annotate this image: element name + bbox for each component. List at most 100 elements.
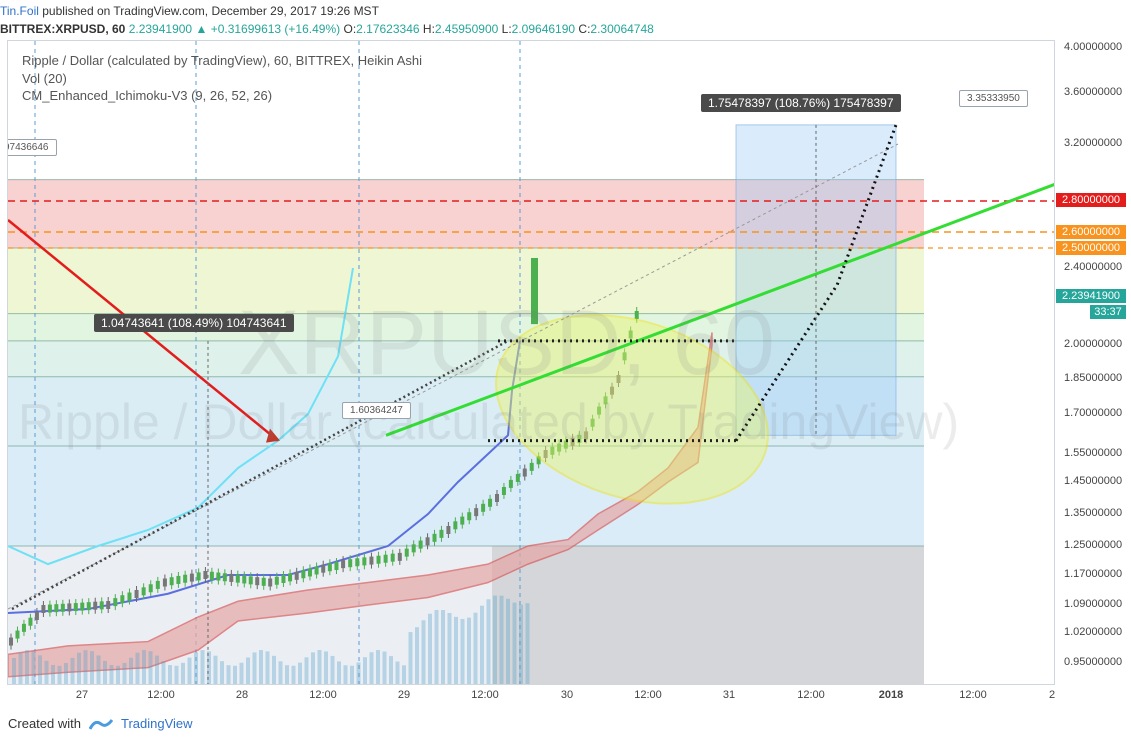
candle-body	[418, 540, 423, 549]
candle-body	[522, 468, 527, 477]
volume-bar	[31, 651, 36, 684]
tradingview-brand-link[interactable]: TradingView	[120, 716, 193, 731]
candle-body	[106, 601, 111, 609]
volume-bar	[350, 665, 354, 684]
fib-zone	[8, 248, 924, 314]
candle-body	[334, 562, 339, 571]
candle-body	[134, 590, 139, 599]
candle-body	[362, 557, 367, 566]
price-note-1[interactable]: 1.60364247	[342, 402, 411, 419]
volume-bar	[168, 665, 172, 684]
time-axis[interactable]: 27 12:00 28 12:00 29 12:00 30 12:00 31 1…	[7, 685, 1055, 707]
price-tick: 2.40000000	[1064, 261, 1123, 273]
price-axis[interactable]: 4.00000000 3.60000000 3.20000000 2.40000…	[1055, 40, 1131, 685]
price-tick: 0.95000000	[1064, 656, 1123, 668]
candle-body	[584, 431, 589, 440]
candle-body	[327, 563, 332, 572]
volume-bar	[155, 655, 159, 684]
candle-body	[495, 494, 499, 502]
volume-bar	[259, 650, 263, 684]
high-label: H:	[422, 22, 435, 36]
volume-bar	[38, 655, 42, 684]
candle-body	[189, 573, 194, 582]
candle-body	[453, 521, 458, 530]
last-price: 2.23941900	[128, 22, 193, 36]
measure-callout-1[interactable]: 1.04743641 (108.49%) 104743641	[94, 314, 294, 332]
projection-box	[735, 124, 897, 436]
candle-body	[628, 330, 633, 339]
candle-body	[577, 434, 582, 443]
volume-bar	[291, 665, 296, 684]
low-value: 2.09646190	[511, 22, 576, 36]
volume-bar	[103, 660, 107, 684]
volume-bar	[252, 652, 257, 684]
candle-body	[209, 571, 214, 580]
price-note-2[interactable]: 3.35333950	[959, 90, 1028, 107]
candle-body	[341, 560, 346, 569]
volume-bar	[207, 651, 211, 684]
created-with-text: Created with	[8, 716, 81, 731]
candle-body	[113, 598, 118, 607]
legend-title: Ripple / Dollar (calculated by TradingVi…	[22, 53, 423, 68]
red-arrow-head	[266, 428, 280, 443]
candle-body	[432, 533, 437, 542]
legend-indicator[interactable]: CM_Enhanced_Ichimoku-V3 (9, 26, 52, 26)	[22, 88, 273, 103]
volume-bar	[70, 657, 75, 684]
volume-bar	[447, 613, 452, 684]
volume-bar	[220, 661, 224, 684]
candle-body	[183, 574, 188, 583]
level-badge-2-60: 2.60000000	[1056, 225, 1126, 239]
volume-bar	[454, 616, 458, 684]
chart-canvas[interactable]	[8, 41, 1055, 685]
candle-body	[439, 529, 444, 538]
candle-body	[21, 623, 26, 632]
candle-body	[28, 617, 33, 626]
candle-body	[355, 558, 360, 567]
candle-body	[229, 573, 234, 582]
price-tick: 1.35000000	[1064, 507, 1123, 519]
candle-body	[397, 552, 402, 561]
time-tick: 30	[560, 689, 574, 701]
candle-body	[501, 486, 506, 495]
volume-bar	[311, 652, 315, 684]
price-tick: 1.09000000	[1064, 598, 1123, 610]
volume-bar	[265, 651, 270, 684]
publish-line: Tin.Foil published on TradingView.com, D…	[0, 4, 379, 20]
candle-body	[301, 570, 306, 579]
price-tick: 1.55000000	[1064, 447, 1123, 459]
candle-body	[255, 577, 260, 586]
candle-body	[34, 611, 39, 620]
symbol-line: BITTREX:XRPUSD, 60 2.23941900 ▲ +0.31699…	[0, 22, 654, 38]
volume-bar	[51, 664, 55, 684]
volume-bar	[402, 665, 406, 684]
candle-body	[590, 418, 595, 427]
volume-bar	[376, 650, 380, 684]
tradingview-logo-icon	[88, 718, 113, 730]
candle-body	[148, 584, 153, 593]
price-tick: 1.85000000	[1064, 372, 1123, 384]
volume-bar	[239, 662, 244, 684]
candle-body	[196, 572, 201, 581]
legend-volume[interactable]: Vol (20)	[22, 71, 67, 86]
candle-body	[515, 473, 520, 482]
volume-bar	[83, 650, 88, 684]
volume-bar	[363, 657, 367, 684]
price-tick: 1.45000000	[1064, 475, 1123, 487]
volume-bar	[213, 655, 218, 684]
fib-zone	[8, 179, 924, 248]
candle-body	[425, 537, 430, 546]
candle-body	[314, 566, 319, 575]
volume-bar	[278, 661, 283, 684]
chart-area[interactable]: XRPUSD, 60 Ripple / Dollar (calculated b…	[7, 40, 1055, 685]
candle-body	[120, 595, 125, 604]
published-text: published on TradingView.com, December 2…	[42, 4, 379, 18]
volume-bar	[480, 605, 484, 684]
author-link[interactable]: Tin.Foil	[0, 4, 39, 18]
volume-bar	[77, 652, 81, 684]
candle-body	[288, 573, 293, 582]
candle-body	[467, 512, 472, 521]
volume-bar	[506, 598, 510, 684]
measure-callout-2[interactable]: 1.75478397 (108.76%) 175478397	[701, 94, 901, 112]
left-price-tag[interactable]: 97436646	[8, 139, 57, 156]
volume-bar	[57, 665, 62, 684]
